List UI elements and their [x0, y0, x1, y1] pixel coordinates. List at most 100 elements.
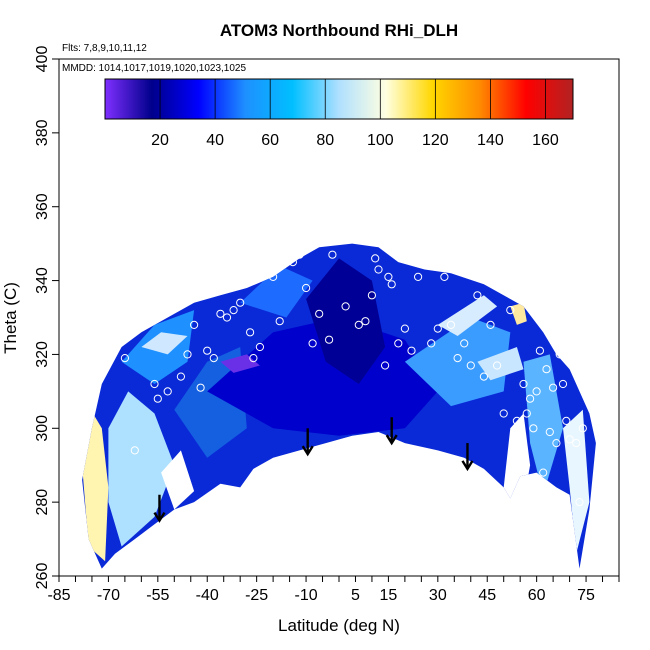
observation-point-26 — [308, 339, 317, 348]
observation-point-5 — [153, 394, 162, 403]
colorbar-label-120: 120 — [422, 132, 449, 149]
observation-point-38 — [387, 280, 396, 289]
observation-point-74 — [575, 498, 584, 507]
colorbar-label-40: 40 — [206, 132, 224, 149]
field-region-11 — [510, 302, 527, 325]
observation-point-24 — [295, 250, 304, 259]
observation-point-14 — [222, 313, 232, 322]
colorbar-label-20: 20 — [151, 132, 169, 149]
observation-point-18 — [249, 354, 258, 363]
x-tick-label-30: 30 — [429, 587, 447, 604]
observation-point-2 — [130, 446, 139, 455]
y-tick-label-400: 400 — [34, 46, 51, 73]
observation-point-64 — [539, 468, 548, 477]
observation-point-8 — [183, 350, 192, 359]
observation-point-76 — [582, 342, 591, 352]
observation-point-12 — [209, 354, 218, 363]
observation-point-37 — [384, 272, 393, 281]
observation-point-67 — [549, 383, 558, 392]
y-tick-label-320: 320 — [34, 341, 51, 368]
observation-point-62 — [532, 387, 541, 396]
y-tick-label-380: 380 — [34, 119, 51, 146]
colorbar-label-140: 140 — [477, 132, 504, 149]
observation-point-68 — [552, 439, 561, 448]
observation-point-35 — [374, 265, 383, 274]
observation-point-41 — [407, 346, 416, 355]
colorbar-label-60: 60 — [261, 132, 279, 149]
observation-point-33 — [367, 291, 376, 300]
observation-point-66 — [545, 427, 554, 437]
observation-point-29 — [328, 250, 337, 259]
observation-point-57 — [516, 439, 525, 448]
observation-point-0 — [110, 339, 120, 348]
dates-note: MMDD: 1014,1017,1019,1020,1023,1025 — [62, 63, 246, 74]
x-tick-label-15: 15 — [380, 587, 398, 604]
colorbar-label-100: 100 — [367, 132, 394, 149]
observation-point-51 — [479, 372, 488, 381]
field-region-7 — [240, 265, 313, 318]
observation-point-50 — [473, 291, 482, 300]
observation-point-6 — [163, 387, 172, 396]
observation-point-7 — [176, 372, 185, 381]
observation-point-20 — [269, 272, 278, 281]
observation-point-15 — [229, 306, 238, 315]
observation-point-44 — [433, 324, 442, 333]
y-axis-title: Theta (C) — [1, 282, 20, 354]
field-region-14 — [563, 409, 590, 554]
observation-point-45 — [440, 272, 449, 281]
observation-point-49 — [466, 361, 475, 370]
arrow-3 — [461, 443, 474, 472]
x-tick-label-60: 60 — [528, 587, 546, 604]
observation-point-17 — [246, 328, 255, 337]
observation-point-40 — [400, 324, 409, 333]
observation-point-61 — [529, 424, 538, 433]
observation-point-42 — [414, 272, 423, 281]
observation-point-16 — [236, 298, 245, 307]
observation-point-39 — [394, 339, 403, 348]
observation-point-47 — [453, 354, 462, 363]
y-axis: 260 280 300 320 340 360 380 400 — [34, 46, 59, 589]
observation-point-30 — [341, 302, 350, 311]
field-region-3 — [141, 332, 188, 355]
observation-point-22 — [282, 258, 291, 267]
observation-point-54 — [499, 409, 508, 418]
x-axis: -85 -70 -55 -40 -25 -10 5 15 30 45 60 75 — [47, 576, 620, 604]
observation-point-9 — [190, 320, 199, 329]
observation-point-32 — [361, 317, 370, 326]
observation-point-25 — [302, 283, 311, 293]
observation-point-28 — [325, 335, 334, 344]
observation-point-1 — [120, 354, 130, 363]
observation-point-48 — [460, 339, 469, 348]
arrow-2 — [385, 417, 398, 446]
observation-point-23 — [288, 258, 297, 267]
observation-point-19 — [255, 342, 264, 352]
observation-point-31 — [354, 320, 363, 329]
field-region-1 — [108, 391, 175, 547]
tropopause-arrows — [153, 417, 474, 523]
x-tick-label-5: 5 — [351, 587, 360, 604]
field-region-6 — [306, 258, 386, 384]
observation-point-52 — [486, 320, 495, 329]
x-tick-label--25: -25 — [245, 587, 268, 604]
arrow-1 — [301, 428, 314, 457]
x-tick-label--10: -10 — [294, 587, 317, 604]
observation-point-65 — [542, 365, 551, 374]
y-tick-label-340: 340 — [34, 267, 51, 294]
y-tick-label-300: 300 — [34, 415, 51, 442]
observation-point-46 — [446, 320, 456, 329]
colorbar-label-160: 160 — [532, 132, 559, 149]
y-tick-label-360: 360 — [34, 193, 51, 220]
observation-point-71 — [562, 416, 571, 425]
x-tick-label-45: 45 — [478, 587, 496, 604]
observation-point-75 — [578, 424, 587, 433]
observation-point-69 — [555, 350, 564, 359]
observation-point-11 — [203, 346, 212, 355]
colorbar-scale — [104, 78, 574, 120]
observation-point-34 — [371, 254, 380, 263]
y-tick-label-280: 280 — [34, 489, 51, 516]
observation-point-60 — [526, 394, 535, 403]
observation-point-36 — [381, 361, 390, 370]
colorbar-label-80: 80 — [316, 132, 334, 149]
field-region-9 — [437, 295, 498, 336]
